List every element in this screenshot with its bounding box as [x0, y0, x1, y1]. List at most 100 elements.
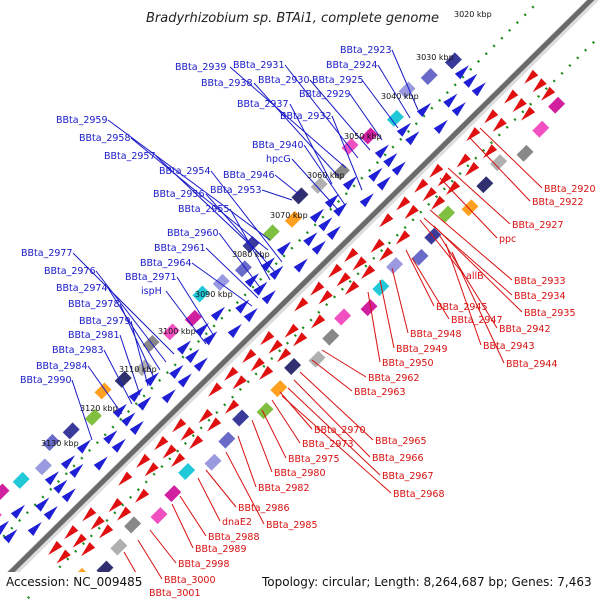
gene-label-bbta-2945[interactable]: BBta_2945 [436, 302, 488, 313]
plus-gene-class-box[interactable] [162, 323, 180, 341]
gene-label-bbta-2954[interactable]: BBta_2954 [159, 166, 211, 177]
minus-gene-class-box[interactable] [284, 358, 302, 375]
plus-gene-arrow[interactable] [318, 217, 333, 232]
minus-gene-arrow[interactable] [135, 488, 150, 503]
minus-gene-arrow[interactable] [294, 297, 309, 312]
plus-gene-arrow[interactable] [111, 438, 126, 453]
plus-gene-arrow[interactable] [276, 241, 291, 256]
gene-label-bbta-3000[interactable]: BBta_3000 [164, 575, 216, 586]
plus-gene-arrow[interactable] [53, 479, 68, 494]
gene-label-bbta-2933[interactable]: BBta_2933 [514, 276, 566, 287]
minus-gene-class-box[interactable] [334, 308, 352, 326]
minus-gene-class-box[interactable] [411, 248, 429, 266]
plus-gene-arrow[interactable] [303, 232, 318, 247]
minus-gene-arrow[interactable] [379, 213, 394, 228]
minus-gene-class-box[interactable] [490, 154, 508, 172]
minus-gene-arrow[interactable] [352, 256, 367, 271]
minus-gene-arrow[interactable] [171, 453, 186, 468]
minus-gene-arrow[interactable] [422, 187, 437, 202]
gene-label-bbta-2965[interactable]: BBta_2965 [375, 436, 427, 447]
gene-label-bbta-2944[interactable]: BBta_2944 [506, 359, 558, 370]
minus-gene-arrow[interactable] [56, 549, 71, 564]
plus-gene-arrow[interactable] [227, 323, 242, 338]
plus-gene-arrow[interactable] [244, 273, 259, 288]
minus-gene-arrow[interactable] [207, 417, 222, 432]
minus-gene-arrow[interactable] [180, 426, 195, 441]
gene-label-bbta-2979[interactable]: BBta_2979 [79, 316, 131, 327]
minus-gene-arrow[interactable] [90, 515, 105, 530]
gene-label-bbta-2985[interactable]: BBta_2985 [266, 520, 318, 531]
plus-gene-class-box[interactable] [360, 127, 378, 145]
plus-gene-arrow[interactable] [391, 161, 406, 176]
plus-gene-class-box[interactable] [0, 483, 10, 501]
minus-gene-class-box[interactable] [516, 144, 534, 162]
gene-label-bbta-2937[interactable]: BBta_2937 [237, 99, 289, 110]
minus-gene-arrow[interactable] [328, 263, 343, 278]
gene-label-dnae2[interactable]: dnaE2 [222, 517, 252, 528]
minus-gene-arrow[interactable] [336, 272, 351, 287]
minus-gene-arrow[interactable] [521, 106, 536, 121]
minus-gene-arrow[interactable] [144, 462, 159, 477]
gene-label-bbta-2980[interactable]: BBta_2980 [274, 468, 326, 479]
plus-gene-arrow[interactable] [235, 299, 250, 314]
minus-gene-class-box[interactable] [372, 279, 390, 297]
gene-label-bbta-2962[interactable]: BBta_2962 [368, 373, 420, 384]
gene-label-bbta-2964[interactable]: BBta_2964 [140, 258, 192, 269]
gene-label-bbta-2930[interactable]: BBta_2930 [258, 75, 310, 86]
minus-gene-class-box[interactable] [461, 199, 479, 217]
minus-gene-arrow[interactable] [260, 331, 275, 346]
minus-gene-arrow[interactable] [379, 247, 394, 262]
gene-label-bbta-2967[interactable]: BBta_2967 [382, 471, 434, 482]
gene-label-bbta-2988[interactable]: BBta_2988 [208, 532, 260, 543]
plus-gene-class-box[interactable] [34, 458, 52, 476]
plus-gene-arrow[interactable] [471, 82, 486, 97]
minus-gene-arrow[interactable] [483, 144, 498, 159]
gene-label-ppc[interactable]: ppc [499, 234, 516, 245]
plus-gene-arrow[interactable] [185, 349, 200, 364]
minus-gene-arrow[interactable] [512, 98, 527, 113]
plus-gene-class-box[interactable] [142, 335, 160, 352]
plus-gene-arrow[interactable] [451, 102, 466, 117]
gene-label-bbta-2935[interactable]: BBta_2935 [524, 308, 576, 319]
minus-gene-class-box[interactable] [164, 485, 182, 503]
minus-gene-class-box[interactable] [308, 350, 326, 368]
minus-gene-class-box[interactable] [322, 328, 340, 346]
plus-gene-arrow[interactable] [309, 208, 324, 223]
minus-gene-arrow[interactable] [532, 78, 547, 93]
plus-gene-arrow[interactable] [463, 73, 478, 88]
gene-label-bbta-2923[interactable]: BBta_2923 [340, 45, 392, 56]
plus-gene-class-box[interactable] [12, 471, 30, 489]
plus-gene-class-box[interactable] [42, 434, 60, 451]
minus-gene-arrow[interactable] [311, 314, 326, 329]
gene-label-bbta-2976[interactable]: BBta_2976 [44, 266, 96, 277]
plus-gene-class-box[interactable] [398, 81, 416, 99]
minus-gene-arrow[interactable] [232, 375, 247, 390]
plus-gene-class-box[interactable] [114, 370, 132, 388]
plus-gene-arrow[interactable] [269, 265, 284, 280]
gene-label-bbta-2981[interactable]: BBta_2981 [68, 330, 120, 341]
minus-gene-arrow[interactable] [504, 89, 519, 104]
minus-gene-class-box[interactable] [438, 205, 456, 223]
gene-label-bbta-2948[interactable]: BBta_2948 [410, 329, 462, 340]
plus-gene-arrow[interactable] [169, 364, 184, 379]
minus-gene-arrow[interactable] [414, 178, 429, 193]
gene-label-bbta-2927[interactable]: BBta_2927 [512, 220, 564, 231]
plus-gene-class-box[interactable] [94, 382, 112, 400]
minus-gene-arrow[interactable] [284, 323, 299, 338]
minus-gene-arrow[interactable] [277, 348, 292, 363]
minus-gene-class-box[interactable] [124, 516, 142, 534]
gene-label-bbta-2953[interactable]: BBta_2953 [210, 185, 262, 196]
minus-gene-class-box[interactable] [178, 463, 196, 480]
minus-gene-arrow[interactable] [154, 436, 169, 451]
minus-gene-arrow[interactable] [466, 127, 481, 142]
plus-gene-class-box[interactable] [84, 408, 102, 426]
plus-gene-arrow[interactable] [69, 463, 84, 478]
gene-label-bbta-2966[interactable]: BBta_2966 [372, 453, 424, 464]
plus-gene-arrow[interactable] [253, 281, 268, 296]
plus-gene-arrow[interactable] [0, 520, 9, 535]
plus-gene-class-box[interactable] [212, 273, 230, 291]
gene-label-bbta-2946[interactable]: BBta_2946 [223, 170, 275, 181]
minus-gene-arrow[interactable] [72, 533, 87, 548]
gene-label-bbta-2970[interactable]: BBta_2970 [314, 425, 366, 436]
gene-label-bbta-2984[interactable]: BBta_2984 [36, 361, 88, 372]
